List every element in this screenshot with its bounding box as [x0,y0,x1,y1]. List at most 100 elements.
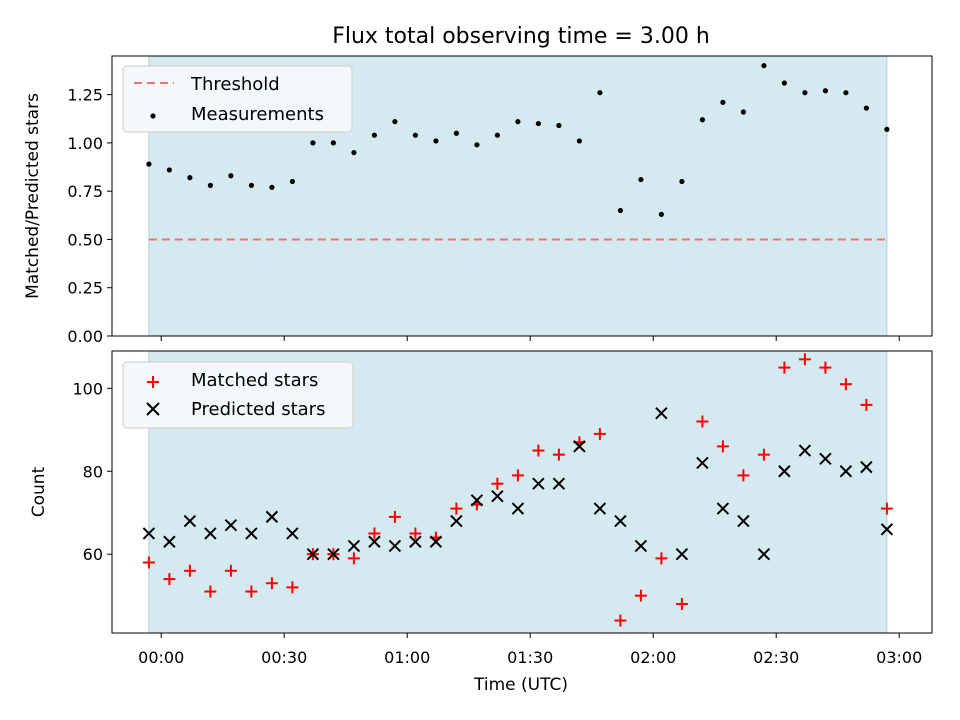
matched-point [142,556,155,569]
bottom-legend: Matched stars Predicted stars [122,361,354,429]
predicted-point [860,460,873,474]
matched-legend-swatch [147,376,159,388]
top-y-tick-label: 1.00 [67,134,103,153]
matched-point [204,585,217,598]
measurement-point [433,138,439,144]
threshold-legend-label: Threshold [190,74,280,95]
measurement-point [576,138,583,144]
x-tick-label: 00:00 [138,648,184,667]
predicted-point [327,547,340,561]
predicted-point [245,527,258,540]
measurement-point [802,90,808,96]
top-y-tick-label: 0.00 [67,327,103,346]
bottom-y-tick-label: 60 [83,545,103,564]
top-y-tick-label: 1.25 [67,86,103,105]
predicted-point [204,527,217,540]
measurement-point [740,109,747,115]
measurement-point [617,207,624,214]
predicted-point [450,514,463,528]
predicted-point [696,456,709,470]
measurement-point [248,182,254,188]
predicted-point [798,444,812,457]
top-y-tick-label: 0.50 [67,230,103,249]
predicted-point [614,514,627,528]
measurements-legend-swatch [150,113,156,119]
measurement-point [863,105,870,111]
matched-point [368,527,381,540]
measurement-point [884,126,890,132]
measurement-point [761,63,767,69]
matched-point [163,573,176,586]
bottom-x-axis: 00:00 00:30 01:00 01:30 02:00 02:30 03:00 [138,633,922,667]
measurement-point [658,211,665,217]
matched-point [675,597,688,610]
predicted-point [757,547,771,561]
matched-point [224,564,237,577]
matched-point [757,448,770,461]
matched-point [634,589,647,602]
predicted-point [286,527,299,540]
predicted-point [880,523,894,536]
measurement-point [351,149,357,156]
matched-point [552,448,565,461]
top-legend: Threshold Measurements [122,65,353,133]
predicted-point [655,406,668,420]
bottom-y-tick-label: 100 [72,379,103,398]
predicted-point [224,518,238,532]
matched-legend-label: Matched stars [191,370,318,391]
predicted-legend-label: Predicted stars [191,399,325,420]
matched-point [409,527,422,540]
matched-point [778,361,791,374]
predicted-point [142,527,156,540]
measurement-point [330,140,336,146]
predicted-point [593,502,607,515]
x-axis-label: Time (UTC) [473,675,568,695]
top-y-axis-label: Matched/Predicted stars [23,93,43,299]
predicted-point [634,539,648,553]
predicted-point [470,494,484,507]
measurement-point [207,182,213,188]
predicted-point [265,510,279,524]
measurement-point [289,178,295,185]
matched-point [839,378,852,391]
predicted-point [573,440,586,453]
matched-point [183,564,196,577]
matched-point [347,552,360,565]
measurement-point [515,119,521,125]
predicted-point [552,477,566,490]
matched-series [142,353,893,627]
measurement-point [269,184,275,190]
measurement-point [535,120,542,127]
predicted-point [532,477,545,490]
chart-title: Flux total observing time = 3.00 h [332,24,710,49]
measurement-point [638,176,644,183]
measurement-point [392,119,398,125]
predicted-point [737,514,750,528]
matched-point [614,614,627,627]
matched-point [511,469,524,482]
top-legend-box [122,65,353,133]
predicted-legend-swatch [146,402,160,416]
predicted-point [409,535,422,548]
bottom-axes-frame [111,350,933,634]
predicted-point [819,452,832,466]
bottom-legend-box [122,361,354,429]
matched-point [286,581,299,594]
matched-point [450,502,463,515]
matched-point [593,427,606,440]
bottom-y-tick-label: 80 [83,462,103,481]
measurements-legend-label: Measurements [191,104,324,125]
matched-point [696,415,709,428]
measurement-point [146,161,152,167]
predicted-point [163,535,176,548]
measurement-point [781,80,788,86]
ratio-panel: 0.00 0.25 0.50 0.75 1.00 1.25 Matched/Predict… [23,55,933,346]
count-panel: 60 80 100 00:00 00:30 01:00 01:30 02:00 02:30 03… [29,350,933,695]
matched-point [716,440,729,453]
matched-point [265,577,278,590]
matched-point [860,398,873,411]
measurement-point [474,142,480,148]
x-tick-label: 03:00 [876,648,922,667]
predicted-point [511,502,525,515]
